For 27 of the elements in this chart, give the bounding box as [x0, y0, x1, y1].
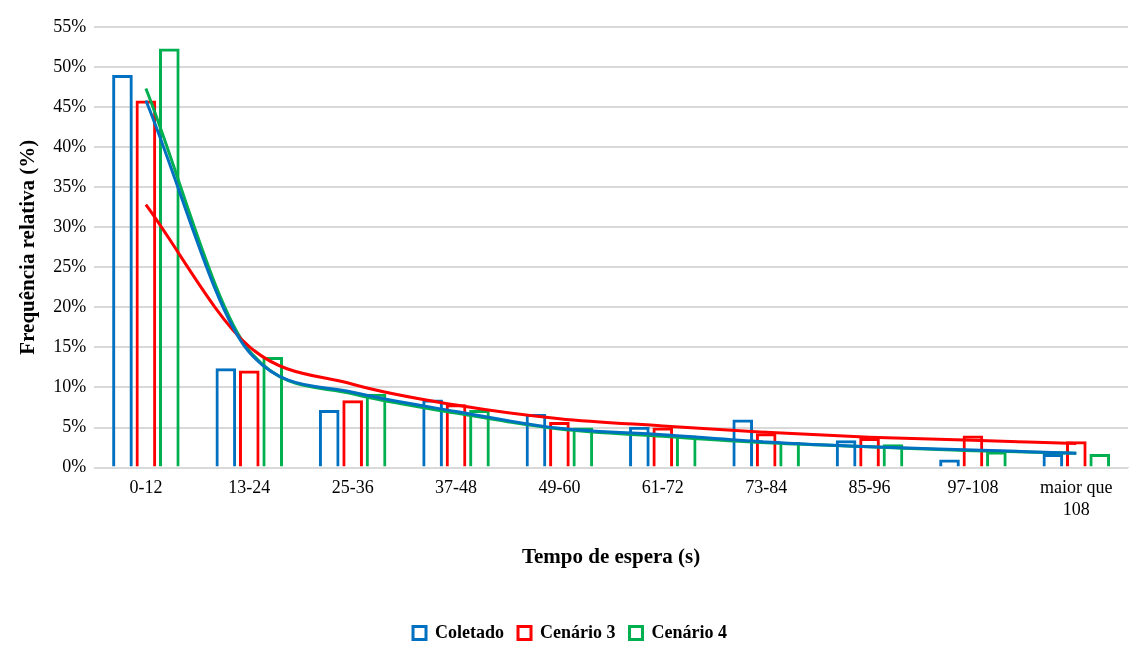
x-tick-label: 97-108: [947, 477, 999, 498]
y-tick-label: 50%: [53, 55, 87, 76]
legend-label: Coletado: [435, 621, 505, 642]
x-tick-label: 13-24: [228, 477, 271, 498]
x-tick-label: 73-84: [745, 477, 788, 498]
y-tick-label: 5%: [62, 416, 87, 437]
y-tick-label: 15%: [53, 336, 87, 357]
x-axis-title: Tempo de espera (s): [521, 543, 701, 568]
x-tick-label: maior que 108: [1040, 477, 1113, 519]
y-tick-label: 30%: [53, 215, 87, 236]
y-tick-label: 45%: [53, 95, 87, 116]
y-tick-label: 10%: [53, 376, 87, 397]
y-tick-label: 40%: [53, 135, 87, 156]
y-tick-label: 35%: [53, 175, 87, 196]
x-tick-label: 61-72: [641, 477, 684, 498]
x-tick-label: 0-12: [129, 477, 163, 498]
y-tick-label: 25%: [53, 255, 87, 276]
y-tick-label: 20%: [53, 296, 87, 317]
y-tick-label: 55%: [53, 15, 87, 36]
legend-label: Cenário 3: [540, 621, 616, 642]
x-tick-label: 25-36: [331, 477, 374, 498]
x-tick-label: 49-60: [538, 477, 581, 498]
x-tick-label: 85-96: [848, 477, 891, 498]
legend-label: Cenário 4: [651, 621, 727, 642]
y-axis-title: Frequência relativa (%): [15, 139, 40, 355]
y-tick-label: 0%: [62, 456, 87, 477]
x-tick-label: 37-48: [435, 477, 478, 498]
